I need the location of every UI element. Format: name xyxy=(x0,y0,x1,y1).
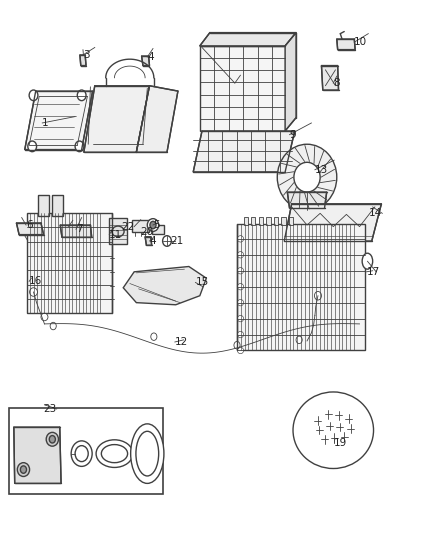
Text: 4: 4 xyxy=(147,52,154,62)
Ellipse shape xyxy=(303,206,310,214)
Polygon shape xyxy=(84,86,149,152)
Polygon shape xyxy=(25,91,92,150)
Ellipse shape xyxy=(237,348,243,354)
Ellipse shape xyxy=(295,336,301,344)
Ellipse shape xyxy=(292,392,373,469)
Text: 12: 12 xyxy=(174,337,188,347)
Text: 20: 20 xyxy=(140,227,152,237)
Ellipse shape xyxy=(150,333,156,341)
Bar xyxy=(199,46,285,131)
Ellipse shape xyxy=(277,144,336,210)
Bar xyxy=(288,217,292,225)
Ellipse shape xyxy=(314,292,321,300)
Ellipse shape xyxy=(162,236,171,246)
Bar xyxy=(237,224,364,351)
Ellipse shape xyxy=(17,463,29,477)
Polygon shape xyxy=(123,266,206,305)
Text: 3: 3 xyxy=(83,50,89,60)
Ellipse shape xyxy=(101,445,127,463)
Polygon shape xyxy=(16,223,43,235)
Ellipse shape xyxy=(41,313,48,321)
Polygon shape xyxy=(284,204,381,241)
Bar xyxy=(27,213,112,313)
Text: 14: 14 xyxy=(368,208,381,219)
Ellipse shape xyxy=(49,435,55,443)
Ellipse shape xyxy=(28,141,36,152)
Ellipse shape xyxy=(29,288,37,296)
Ellipse shape xyxy=(20,466,26,473)
Text: 22: 22 xyxy=(120,222,134,232)
Text: 15: 15 xyxy=(195,278,208,287)
Ellipse shape xyxy=(233,342,240,349)
Ellipse shape xyxy=(237,252,243,258)
Text: 4: 4 xyxy=(149,236,156,246)
Bar xyxy=(38,195,49,216)
Bar xyxy=(266,217,270,225)
Text: 13: 13 xyxy=(314,165,327,175)
Text: 16: 16 xyxy=(29,277,42,286)
Ellipse shape xyxy=(50,322,56,330)
Ellipse shape xyxy=(29,90,38,101)
Ellipse shape xyxy=(237,236,243,242)
Text: 1: 1 xyxy=(42,118,49,128)
Ellipse shape xyxy=(96,440,133,467)
Bar xyxy=(243,217,247,225)
Ellipse shape xyxy=(77,90,86,101)
Ellipse shape xyxy=(46,432,58,446)
Ellipse shape xyxy=(150,221,155,229)
Text: 10: 10 xyxy=(353,37,367,47)
Polygon shape xyxy=(199,33,295,46)
Polygon shape xyxy=(193,131,294,172)
Ellipse shape xyxy=(75,141,84,152)
Text: 19: 19 xyxy=(333,438,346,448)
Text: 5: 5 xyxy=(152,220,159,230)
Polygon shape xyxy=(336,39,354,50)
Bar xyxy=(258,217,263,225)
Bar xyxy=(9,408,162,494)
Ellipse shape xyxy=(131,424,163,483)
Bar xyxy=(281,217,285,225)
Ellipse shape xyxy=(136,431,158,476)
Text: 6: 6 xyxy=(26,220,32,230)
Polygon shape xyxy=(136,86,177,152)
Text: 11: 11 xyxy=(109,230,122,240)
Bar xyxy=(251,217,255,225)
Text: 23: 23 xyxy=(43,404,57,414)
Text: 7: 7 xyxy=(76,224,82,235)
Ellipse shape xyxy=(237,332,243,338)
Bar xyxy=(273,217,278,225)
Ellipse shape xyxy=(237,316,243,322)
Ellipse shape xyxy=(237,268,243,274)
Text: 21: 21 xyxy=(170,236,184,246)
Polygon shape xyxy=(287,192,326,208)
Polygon shape xyxy=(145,237,151,245)
Bar xyxy=(151,225,163,233)
Bar xyxy=(52,195,63,216)
Ellipse shape xyxy=(361,253,372,269)
Text: 9: 9 xyxy=(289,130,296,140)
Polygon shape xyxy=(141,56,149,66)
Bar xyxy=(109,217,127,244)
Polygon shape xyxy=(285,33,295,131)
Ellipse shape xyxy=(147,219,158,231)
Ellipse shape xyxy=(75,446,88,462)
Text: 17: 17 xyxy=(366,267,379,277)
Ellipse shape xyxy=(237,284,243,290)
Polygon shape xyxy=(60,225,92,237)
Ellipse shape xyxy=(112,226,124,237)
Text: 8: 8 xyxy=(332,78,339,88)
Polygon shape xyxy=(80,55,86,66)
Polygon shape xyxy=(14,427,61,483)
Ellipse shape xyxy=(293,163,319,192)
Polygon shape xyxy=(321,66,338,90)
Ellipse shape xyxy=(237,300,243,306)
Bar xyxy=(132,220,148,232)
Ellipse shape xyxy=(71,441,92,466)
